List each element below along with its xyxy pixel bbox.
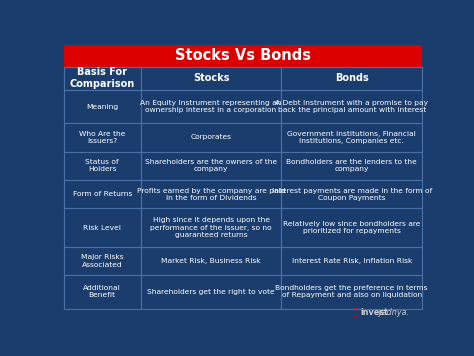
Bar [64,45,422,67]
Text: Market Risk, Business Risk: Market Risk, Business Risk [161,258,261,264]
Bar [64,275,141,309]
Bar [281,275,422,309]
Bar [281,90,422,123]
Bar [64,67,141,90]
Text: invest: invest [360,308,388,317]
Text: Status of
Holders: Status of Holders [85,159,119,172]
Text: Stocks: Stocks [193,73,229,83]
Text: Interest Rate Risk, Inflation Risk: Interest Rate Risk, Inflation Risk [292,258,412,264]
Text: Shareholders are the owners of the
company: Shareholders are the owners of the compa… [145,159,277,172]
Bar [141,90,281,123]
Bar [141,180,281,208]
Bar [281,123,422,152]
Bar [141,275,281,309]
Text: Basis For
Comparison: Basis For Comparison [70,67,135,89]
Bar [281,67,422,90]
Bar [141,208,281,247]
Text: An Equity Instrument representing an
ownership interest in a corporation: An Equity Instrument representing an own… [140,100,282,113]
Text: Bonds: Bonds [335,73,369,83]
Bar [64,180,141,208]
Bar [64,152,141,180]
Bar [64,90,141,123]
Text: Risk Level: Risk Level [83,225,121,231]
Text: Interest payments are made in the form of
Coupon Payments: Interest payments are made in the form o… [272,188,432,201]
Bar [64,247,141,275]
Text: Form of Returns: Form of Returns [73,191,132,197]
Bar [281,247,422,275]
Bar [64,208,141,247]
Text: Relatively low since bondholders are
prioritized for repayments: Relatively low since bondholders are pri… [283,221,420,234]
Text: Bondholders are the lenders to the
company: Bondholders are the lenders to the compa… [286,159,417,172]
Text: Additional
Benefit: Additional Benefit [83,285,121,298]
Text: Bondholders get the preference in terms
of Repayment and also on liquidation: Bondholders get the preference in terms … [275,285,428,298]
Text: A Debt Instrument with a promise to pay
back the principal amount with interest: A Debt Instrument with a promise to pay … [275,100,428,113]
Bar [281,152,422,180]
Text: yadnya.: yadnya. [377,308,410,317]
Text: Stocks Vs Bonds: Stocks Vs Bonds [175,48,311,63]
Text: Shareholders get the right to vote: Shareholders get the right to vote [147,289,275,295]
Bar [281,208,422,247]
Bar [141,247,281,275]
Bar [141,67,281,90]
Text: Who Are the
Issuers?: Who Are the Issuers? [79,131,126,144]
Text: Profits earned by the company are paid
in the form of Dividends: Profits earned by the company are paid i… [137,188,285,201]
Text: Meaning: Meaning [86,104,118,110]
Text: Government Institutions, Financial
Institutions, Companies etc.: Government Institutions, Financial Insti… [287,131,416,144]
Bar [64,123,141,152]
Text: Corporates: Corporates [191,135,231,141]
Text: Major Risks
Associated: Major Risks Associated [81,254,124,267]
Text: High since it depends upon the
performance of the issuer, so no
guaranteed retur: High since it depends upon the performan… [150,217,272,238]
Bar [141,152,281,180]
Bar [281,180,422,208]
Bar [141,123,281,152]
Text: ⓘ: ⓘ [352,308,358,317]
